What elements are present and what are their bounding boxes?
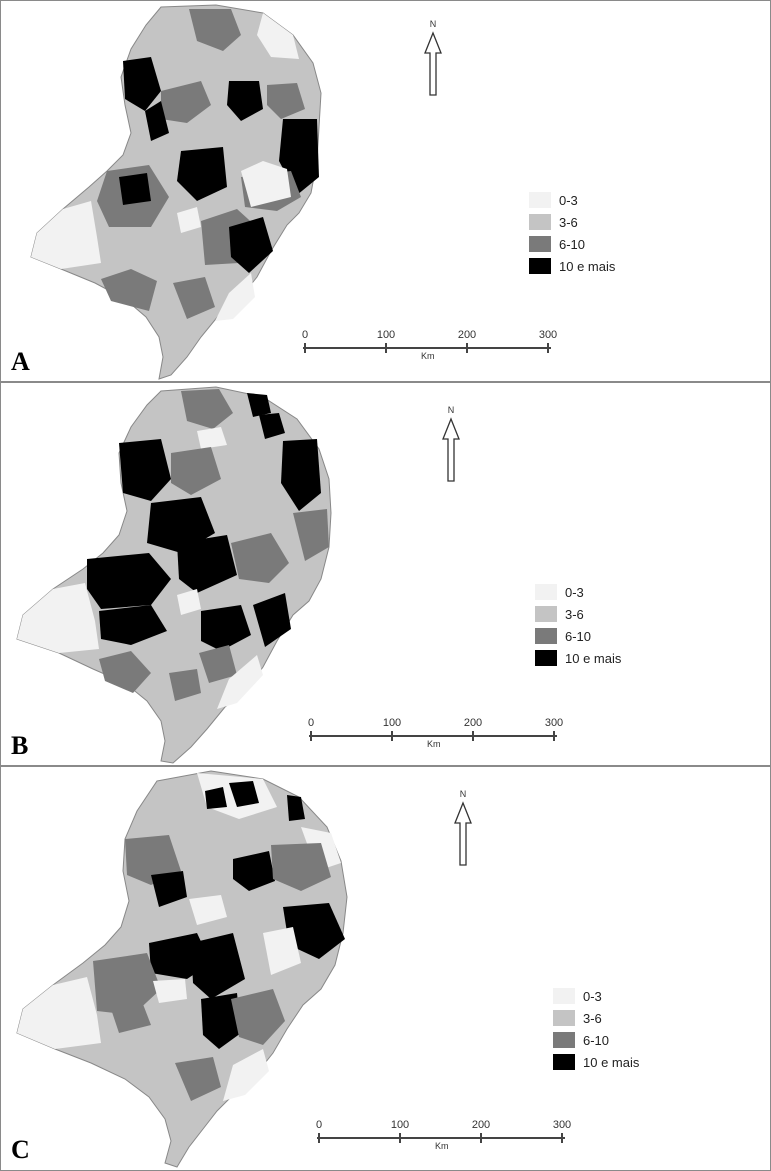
legend-label: 6-10 (565, 628, 592, 644)
region-map-a (30, 4, 322, 380)
scale-line (303, 347, 551, 349)
legend-swatch (529, 258, 551, 274)
legend-swatch (553, 1054, 575, 1070)
legend-label: 10 e mais (559, 258, 616, 274)
scale-tick-label: 300 (538, 329, 558, 341)
legend-item: 6-10 (553, 1029, 639, 1051)
north-arrow-icon (442, 417, 460, 482)
legend-item: 0-3 (553, 985, 639, 1007)
legend: 0-3 3-6 6-10 10 e mais (553, 985, 639, 1073)
legend-item: 3-6 (553, 1007, 639, 1029)
north-label: N (429, 19, 437, 29)
scale-unit: Km (427, 739, 441, 749)
legend-label: 0-3 (559, 192, 578, 208)
scale-tick (466, 343, 468, 353)
legend-item: 0-3 (535, 581, 621, 603)
scale-tick (547, 343, 549, 353)
legend-swatch (535, 606, 557, 622)
map-panel-a: N 0-3 3-6 6-10 10 e mais 0 100 200 300 K… (0, 0, 771, 382)
north-arrow: N (423, 19, 443, 101)
scale-tick-label: 200 (463, 717, 483, 729)
north-label: N (459, 789, 467, 799)
scale-tick-label: 100 (390, 1119, 410, 1131)
scale-tick (399, 1133, 401, 1143)
scale-bar: 0 100 200 300 Km (315, 1119, 571, 1153)
legend-label: 0-3 (583, 988, 602, 1004)
scale-tick (385, 343, 387, 353)
legend-swatch (529, 236, 551, 252)
scale-unit: Km (435, 1141, 449, 1151)
legend-item: 3-6 (535, 603, 621, 625)
scale-tick-label: 0 (315, 1119, 323, 1131)
map-panel-c: N 0-3 3-6 6-10 10 e mais 0 100 200 300 K… (0, 766, 771, 1171)
legend-label: 10 e mais (565, 650, 622, 666)
panel-letter: A (11, 347, 30, 376)
scale-unit: Km (421, 351, 435, 361)
scale-tick (472, 731, 474, 741)
region-map-b (16, 386, 332, 764)
legend-label: 6-10 (583, 1032, 610, 1048)
scale-tick-label: 100 (382, 717, 402, 729)
legend: 0-3 3-6 6-10 10 e mais (535, 581, 621, 669)
legend-item: 10 e mais (529, 255, 615, 277)
scale-tick (561, 1133, 563, 1143)
legend-swatch (535, 628, 557, 644)
legend-item: 3-6 (529, 211, 615, 233)
scale-tick-label: 100 (376, 329, 396, 341)
north-arrow-icon (424, 31, 442, 96)
scale-tick (318, 1133, 320, 1143)
legend: 0-3 3-6 6-10 10 e mais (529, 189, 615, 277)
legend-swatch (529, 214, 551, 230)
region-patches (31, 9, 319, 321)
legend-swatch (553, 1032, 575, 1048)
legend-label: 10 e mais (583, 1054, 640, 1070)
scale-bar: 0 100 200 300 Km (301, 329, 557, 363)
legend-item: 6-10 (535, 625, 621, 647)
map-panel-b: N 0-3 3-6 6-10 10 e mais 0 100 200 300 K… (0, 382, 771, 766)
legend-swatch (535, 584, 557, 600)
region-map-c (16, 770, 348, 1168)
legend-label: 3-6 (565, 606, 584, 622)
legend-label: 6-10 (559, 236, 586, 252)
scale-tick-label: 0 (301, 329, 309, 341)
legend-item: 0-3 (529, 189, 615, 211)
legend-item: 10 e mais (535, 647, 621, 669)
scale-tick-label: 200 (471, 1119, 491, 1131)
region-patches (17, 773, 345, 1101)
scale-tick-label: 200 (457, 329, 477, 341)
panel-letter: C (11, 1135, 30, 1164)
legend-label: 3-6 (559, 214, 578, 230)
scale-tick-label: 300 (552, 1119, 572, 1131)
legend-label: 0-3 (565, 584, 584, 600)
scale-bar: 0 100 200 300 Km (307, 717, 563, 751)
north-arrow: N (453, 789, 473, 871)
legend-swatch (553, 1010, 575, 1026)
north-arrow-icon (454, 801, 472, 866)
legend-swatch (553, 988, 575, 1004)
scale-tick-label: 300 (544, 717, 564, 729)
north-arrow: N (441, 405, 461, 487)
scale-tick (391, 731, 393, 741)
legend-item: 6-10 (529, 233, 615, 255)
scale-tick (480, 1133, 482, 1143)
scale-line (309, 735, 557, 737)
scale-tick (304, 343, 306, 353)
scale-tick-label: 0 (307, 717, 315, 729)
scale-tick (310, 731, 312, 741)
legend-item: 10 e mais (553, 1051, 639, 1073)
scale-tick (553, 731, 555, 741)
legend-label: 3-6 (583, 1010, 602, 1026)
region-patches (17, 389, 329, 709)
panel-letter: B (11, 731, 29, 760)
scale-line (317, 1137, 565, 1139)
legend-swatch (529, 192, 551, 208)
north-label: N (447, 405, 455, 415)
legend-swatch (535, 650, 557, 666)
